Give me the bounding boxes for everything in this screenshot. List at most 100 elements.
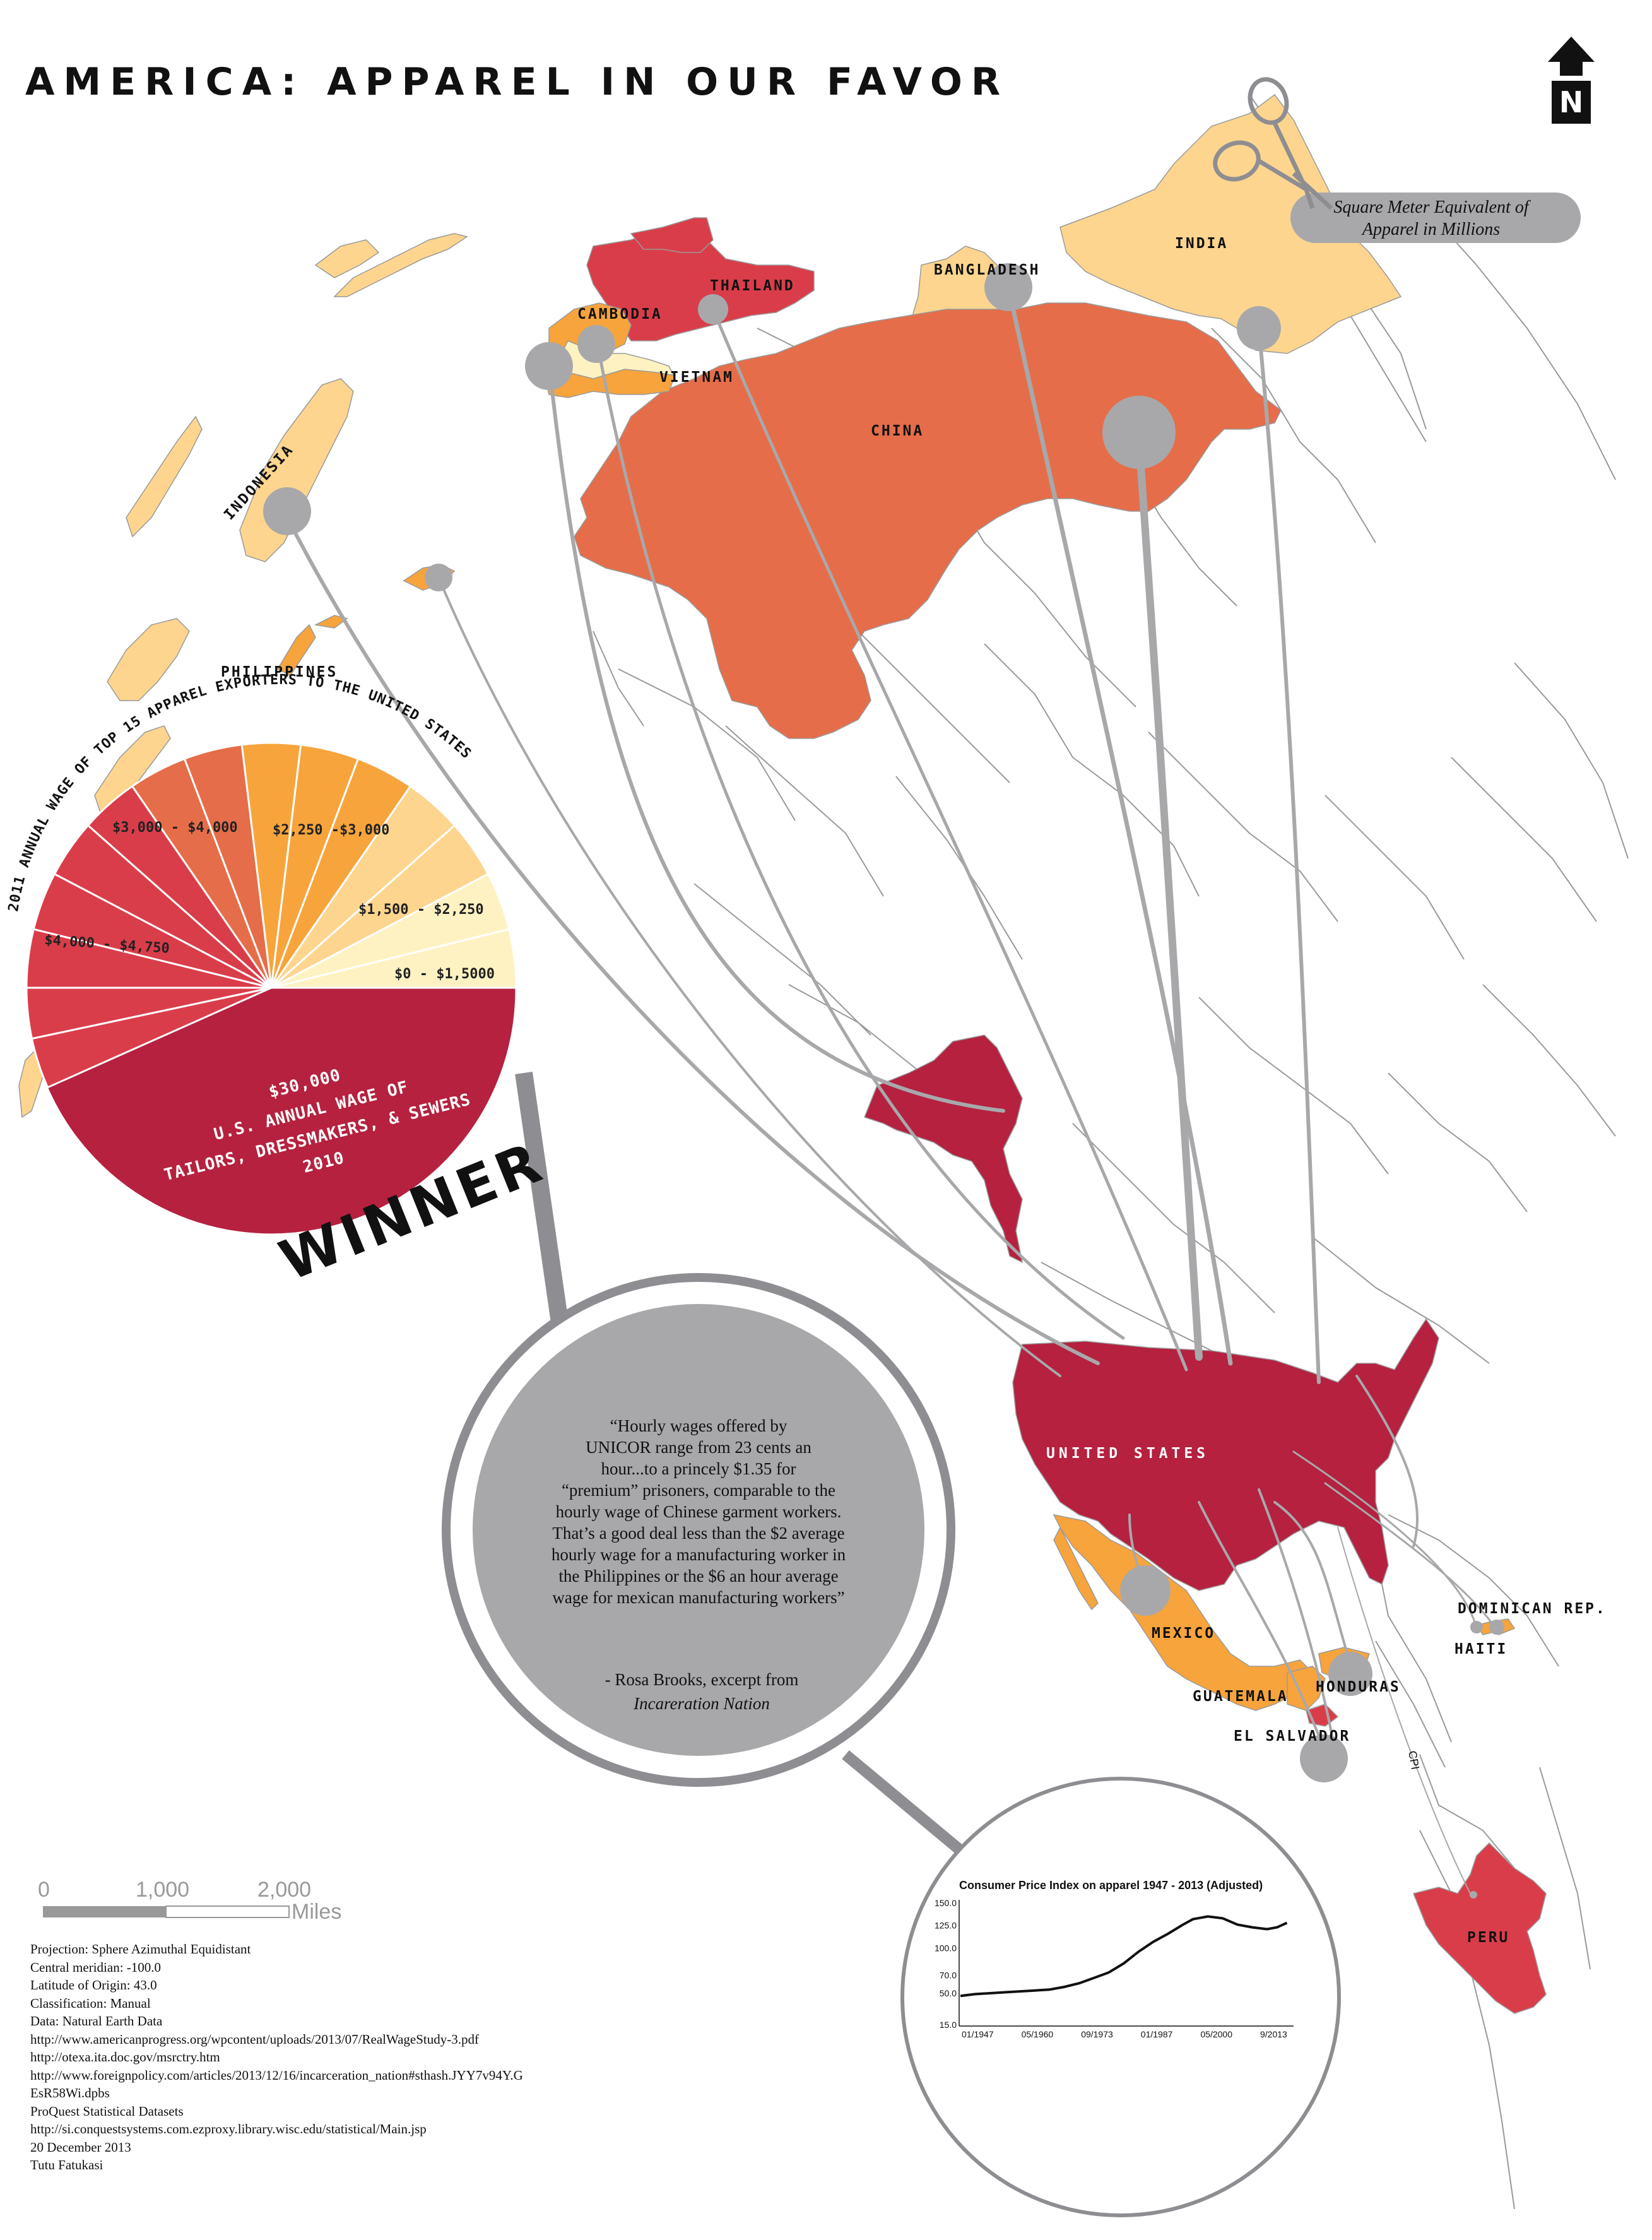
cpi-y-tick-label: 50.0 [940,1988,957,1998]
metadata-line: ProQuest Statistical Datasets [30,2103,184,2119]
label-haiti: HAITI [1454,1641,1507,1657]
north-arrow-icon: N [1548,37,1595,124]
quote-line: hour...to a princely $1.35 for [601,1459,796,1478]
cpi-x-tick-label: 05/2000 [1200,2029,1232,2039]
cpi-series-line [960,1915,1288,1998]
metadata-line: Latitude of Origin: 43.0 [30,1977,157,1993]
map-metadata: Projection: Sphere Azimuthal Equidistant… [30,1940,661,2174]
legend-line1: Square Meter Equivalent of [1333,198,1530,217]
quote-line: the Philippines or the $6 an hour averag… [558,1567,838,1585]
cpi-x-ticks: 01/1947 05/1960 09/1973 01/1987 05/2000 9/201… [962,2029,1287,2039]
scale-unit: Miles [292,1900,341,1924]
label-united-states: UNITED STATES [1046,1445,1209,1462]
cpi-x-tick-label: 9/2013 [1260,2029,1287,2039]
quote-line: UNICOR range from 23 cents an [586,1438,811,1457]
shape-indonesia-5 [314,239,380,278]
shape-mexico-baja [1053,1526,1099,1611]
shape-philippines-2 [314,615,348,629]
metadata-line: Tutu Fatukasi [30,2157,103,2172]
label-bangladesh: BANGLADESH [934,262,1040,278]
label-philippines: PHILIPPINES [221,664,338,680]
quote-line: That’s a good deal less than the $2 aver… [552,1524,844,1543]
cpi-y-tick-label: 100.0 [935,1943,957,1953]
metadata-line: http://otexa.ita.doc.gov/msrctry.htm [30,2049,220,2065]
cpi-chart-title: Consumer Price Index on apparel 1947 - 2… [959,1879,1263,1892]
quote-line: hourly wage for a manufacturing worker i… [552,1545,846,1564]
label-china: CHINA [871,423,924,439]
quote-text: “Hourly wages offered by UNICOR range fro… [552,1416,846,1607]
metadata-line: http://www.foreignpolicy.com/articles/20… [30,2067,523,2083]
metadata-line: 20 December 2013 [30,2139,131,2155]
pie-wage-slices [25,742,517,1089]
quote-line: hourly wage of Chinese garment workers. [556,1502,842,1521]
north-label: N [1559,85,1584,119]
scale-tick-2000: 2,000 [257,1878,311,1902]
country-shapes [18,93,1547,2014]
size-legend: Square Meter Equivalent of Apparel in Mi… [1213,77,1581,243]
scale-bar: 0 1,000 2,000 Miles [38,1878,341,1924]
quote-attribution: - Rosa Brooks, excerpt from [605,1670,799,1689]
metadata-line: Classification: Manual [30,1995,151,2011]
label-guatemala: GUATEMALA [1193,1688,1289,1705]
scissors-icon [1213,77,1333,210]
export-volume-dots [263,263,1504,1899]
shape-vietnam-2 [542,365,676,398]
pie-wedge [30,987,272,1089]
shape-china [574,302,1282,739]
cpi-y-tick-label: 15.0 [940,2020,957,2030]
basemap-outlines [593,94,1629,2210]
shape-indonesia-3 [107,618,190,701]
flow-arcs [282,285,1497,1894]
cpi-x-tick-label: 01/1947 [962,2029,994,2039]
cpi-x-tick-label: 01/1987 [1141,2029,1173,2039]
pie-range-3000-4000: $3,000 - $4,000 [112,820,238,836]
shape-alaska [864,1034,1024,1264]
label-india: INDIA [1175,235,1228,252]
pie-wedge [271,928,517,989]
wage-pie-chart: $30,000 U.S. ANNUAL WAGE OF TAILORS, DRE… [6,672,553,1294]
shape-philippines [276,624,316,676]
cpi-y-tick-label: 150.0 [935,1898,957,1908]
shape-thailand-2 [630,217,714,253]
metadata-line: Data: Natural Earth Data [30,2013,163,2029]
label-honduras: HONDURAS [1316,1679,1401,1695]
pie-us-wage-slice [44,987,517,1236]
quote-line: “premium” prisoners, comparable to the [562,1481,835,1500]
scale-tick-0: 0 [38,1878,50,1902]
cpi-chart: Consumer Price Index on apparel 1947 - 2… [900,1777,1341,2217]
shape-indonesia-7 [333,233,468,297]
cpi-y-ticks: 15.0 50.0 70.0 100.0 125.0 150.0 [935,1898,957,2030]
shape-peru [1412,1842,1547,2014]
metadata-line: http://www.americanprogress.org/wpconten… [30,2031,480,2047]
metadata-line: Central meridian: -100.0 [30,1959,162,1975]
metadata-line: Projection: Sphere Azimuthal Equidistant [30,1941,251,1957]
label-dominican-rep: DOMINICAN REP. [1458,1601,1607,1617]
scale-tick-1000: 1,000 [136,1878,189,1902]
legend-line2: Apparel in Millions [1361,220,1500,239]
shape-guatemala [1287,1666,1326,1711]
pie-range-0-1500: $0 - $1,5000 [394,966,495,982]
quote-line: wage for mexican manufacturing workers” [552,1588,844,1607]
quote-line: “Hourly wages offered by [610,1416,788,1435]
cpi-y-tick-label: 70.0 [940,1970,957,1980]
pie-range-2250-3000: $2,250 -$3,000 [273,822,389,838]
pie-range-1500-2250: $1,500 - $2,250 [358,902,484,918]
quote-circle: “Hourly wages offered by UNICOR range fro… [442,1273,955,1787]
shape-indonesia-2 [126,415,203,538]
page-title: AMERICA: APPAREL IN OUR FAVOR [25,60,1009,104]
cpi-y-tick-label: 125.0 [935,1921,957,1931]
label-peru: PERU [1467,1929,1509,1946]
label-vietnam: VIETNAM [659,369,734,386]
label-mexico: MEXICO [1152,1625,1215,1642]
metadata-line: http://si.conquestsystems.com.ezproxy.li… [30,2121,427,2136]
label-thailand: THAILAND [710,278,795,294]
legend-pill [1290,193,1581,243]
shape-india [1059,93,1402,354]
cpi-x-tick-label: 05/1960 [1022,2029,1054,2039]
metadata-line: EsR58Wi.dpbs [30,2085,110,2101]
label-cpi-tag: CPI [1406,1750,1422,1770]
shape-united-states [1012,1318,1439,1591]
label-el-salvador: EL SALVADOR [1234,1728,1350,1745]
quote-source: Incareration Nation [633,1694,770,1713]
